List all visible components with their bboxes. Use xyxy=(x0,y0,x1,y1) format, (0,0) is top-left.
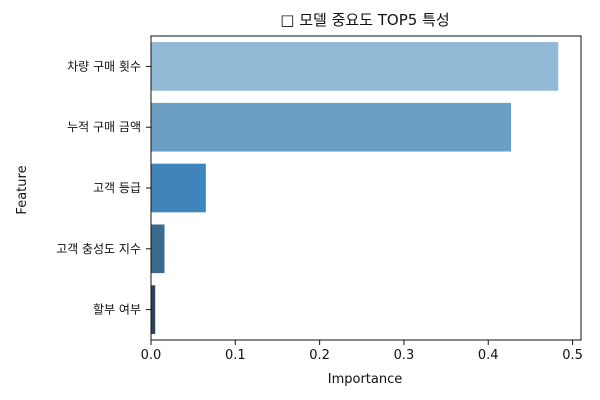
bar-3 xyxy=(151,163,206,213)
x-tick-label: 0.3 xyxy=(394,348,415,363)
y-axis-label: Feature xyxy=(15,165,30,214)
y-tick-label: 고객 충성도 지수 xyxy=(56,242,141,256)
bar-1 xyxy=(151,42,559,91)
y-tick-label: 누적 구매 금액 xyxy=(67,120,141,134)
bar-4 xyxy=(151,224,165,274)
bar-5 xyxy=(151,285,156,334)
y-tick-label: 할부 여부 xyxy=(93,303,141,317)
x-tick-label: 0.1 xyxy=(225,348,246,363)
x-tick-label: 0.4 xyxy=(478,348,499,363)
plot-frame xyxy=(150,35,582,341)
x-tick-label: 0.5 xyxy=(562,348,583,363)
y-tick-label: 고객 등급 xyxy=(93,181,141,195)
x-axis-label: Importance xyxy=(328,372,403,387)
bar-2 xyxy=(151,102,512,152)
y-tick-label: 차량 구매 횟수 xyxy=(67,59,141,73)
x-tick-label: 0.2 xyxy=(309,348,330,363)
x-tick-label: 0.0 xyxy=(141,348,162,363)
chart-title: □ 모델 중요도 TOP5 특성 xyxy=(280,11,449,29)
